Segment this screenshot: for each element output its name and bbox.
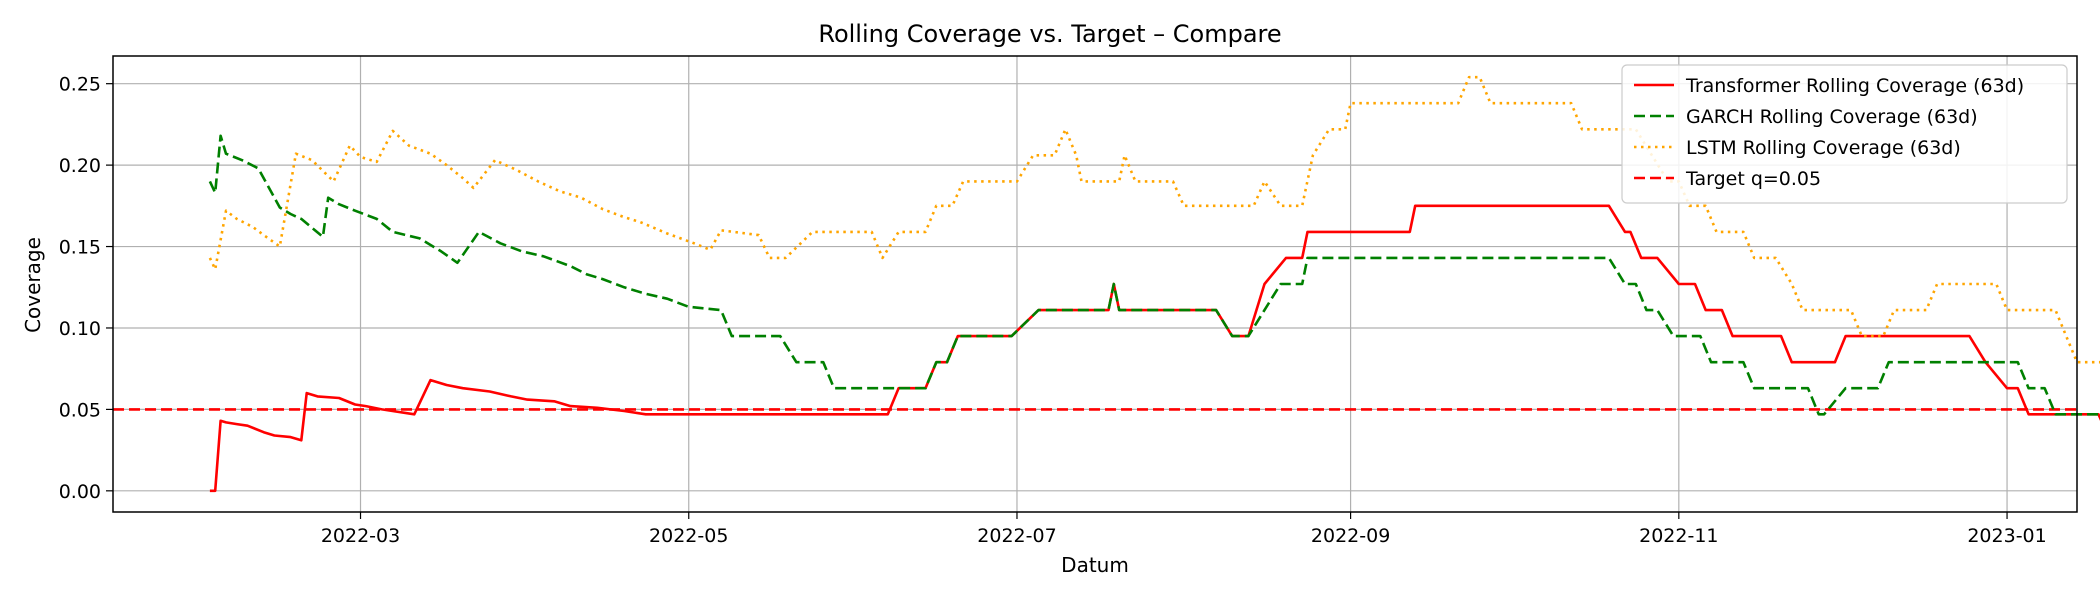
y-tick-label: 0.10: [59, 318, 101, 340]
legend-label: LSTM Rolling Coverage (63d): [1686, 137, 1961, 159]
y-tick-label: 0.15: [59, 237, 101, 259]
x-tick-label: 2022-05: [649, 525, 728, 547]
y-tick-label: 0.25: [59, 74, 101, 96]
legend-label: Transformer Rolling Coverage (63d): [1685, 75, 2024, 97]
legend-box: [1621, 64, 2068, 204]
legend-label: Target q=0.05: [1685, 168, 1821, 190]
series-layer: [208, 75, 2100, 493]
plot-frame: [112, 55, 2078, 513]
x-tick-label: 2023-01: [1967, 525, 2046, 547]
y-axis-ticks: 0.00 0.05 0.10 0.15 0.20 0.25: [59, 74, 113, 503]
lstm-coverage-line: [208, 75, 2100, 364]
x-tick-label: 2022-09: [1311, 525, 1390, 547]
x-axis-ticks: 2022-03 2022-05 2022-07 2022-09 2022-11 2023-…: [321, 512, 2047, 547]
transformer-coverage-line: [209, 204, 2100, 493]
x-tick-label: 2022-11: [1639, 525, 1718, 547]
y-tick-label: 0.00: [59, 481, 101, 503]
x-tick-label: 2022-07: [977, 525, 1056, 547]
y-tick-label: 0.05: [59, 399, 101, 421]
x-tick-label: 2022-03: [321, 525, 400, 547]
legend: Transformer Rolling Coverage (63d) GARCH …: [1621, 64, 2068, 204]
chart-title: Rolling Coverage vs. Target – Compare: [818, 20, 1281, 48]
garch-coverage-line: [208, 134, 2100, 416]
y-tick-label: 0.20: [59, 155, 101, 177]
y-axis-label: Coverage: [21, 237, 45, 333]
legend-label: GARCH Rolling Coverage (63d): [1686, 106, 1978, 128]
x-axis-label: Datum: [1061, 553, 1129, 577]
